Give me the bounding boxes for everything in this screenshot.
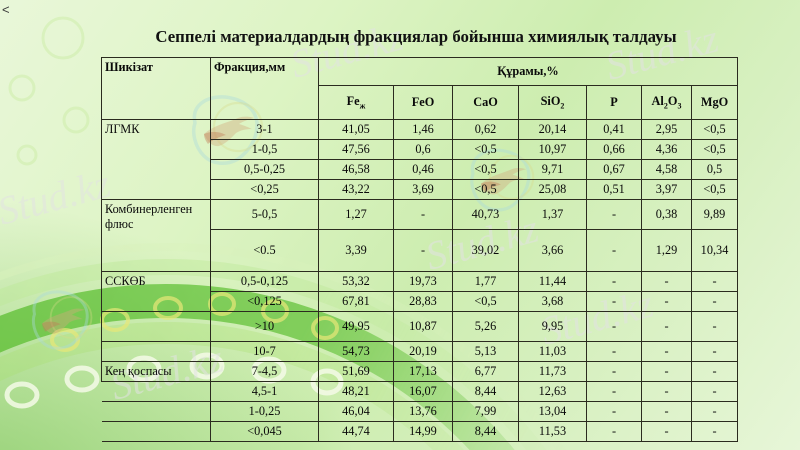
- svg-text:Stud.kz: Stud.kz: [0, 160, 115, 233]
